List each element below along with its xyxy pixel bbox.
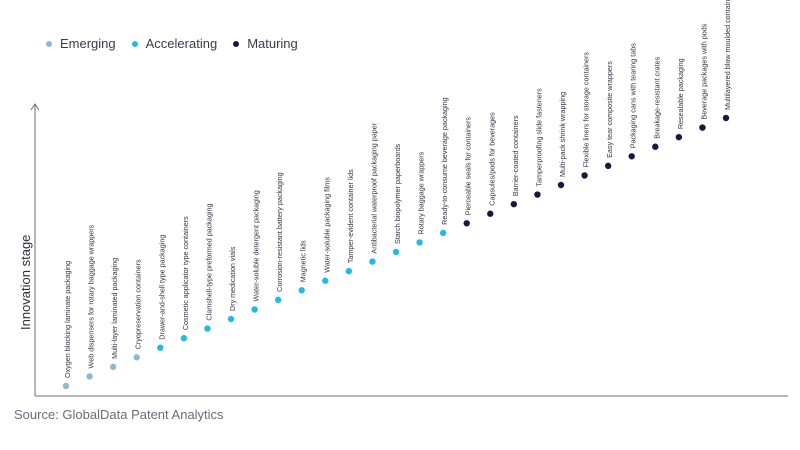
data-label: Multilayered blow moulded container (723, 0, 732, 110)
data-point (439, 229, 447, 237)
legend-item-maturing: Maturing (233, 36, 298, 51)
data-point (227, 315, 235, 323)
data-label: Pierceable seals for containers (464, 117, 473, 216)
data-point (416, 239, 423, 246)
data-point (652, 143, 659, 150)
data-point (109, 363, 117, 371)
data-label: Oxygen blocking laminate packaging (63, 261, 72, 378)
data-point (534, 191, 541, 198)
data-label: Cryopreservation containers (134, 259, 143, 349)
data-point (722, 114, 730, 122)
data-label: Cosmetic applicator type containers (181, 216, 190, 330)
data-point (345, 267, 353, 275)
data-point (463, 220, 470, 227)
legend-label-accelerating: Accelerating (145, 36, 218, 51)
data-point (510, 200, 518, 208)
data-point (157, 344, 164, 351)
data-point (604, 162, 612, 170)
data-label: Tamperproofing slide fasteners (534, 88, 543, 187)
data-label: Multi-pack shrink wrapping (558, 92, 567, 177)
data-point (298, 287, 305, 294)
data-label: Breakage-resistant crates (652, 56, 661, 138)
data-label: Drawer-and-shell type packaging (157, 235, 166, 340)
legend-label-maturing: Maturing (247, 36, 298, 51)
data-point (628, 153, 635, 160)
data-point (274, 296, 282, 304)
data-point (369, 258, 376, 265)
y-axis-arrow (30, 103, 40, 111)
data-label: Starch biopolymer paperboards (393, 143, 402, 244)
chart-marks: Oxygen blocking laminate packaging Web di… (62, 0, 732, 390)
data-label: Beverage packages with pods (699, 23, 708, 119)
data-label: Ready-to-consume beverage packaging (440, 97, 449, 224)
legend-dot-emerging (46, 40, 52, 47)
data-point (392, 248, 400, 256)
legend-item-emerging: Emerging (46, 36, 116, 51)
legend: Emerging Accelerating Maturing (46, 36, 298, 51)
data-label: Flexible liners for storage containers (582, 52, 591, 168)
data-point (699, 124, 706, 131)
data-label: Magnetic lids (299, 240, 308, 282)
legend-label-emerging: Emerging (60, 36, 116, 51)
data-point (62, 382, 70, 390)
legend-dot-accelerating (131, 40, 138, 47)
legend-dot-maturing (233, 40, 240, 47)
chart-axes (30, 103, 788, 397)
source-note: Source: GlobalData Patent Analytics (14, 407, 224, 422)
data-point (204, 325, 211, 332)
data-point (133, 354, 140, 361)
data-point (180, 334, 188, 342)
data-label: Clamshell-type preformed packaging (204, 204, 213, 321)
legend-item-accelerating: Accelerating (131, 36, 218, 51)
data-label: Water-soluble packaging films (322, 177, 331, 273)
data-point (86, 373, 93, 380)
data-point (581, 172, 588, 179)
data-point (251, 306, 258, 313)
data-label: Packaging cans with tearing tabs (629, 43, 638, 148)
data-label: Easy tear composite wrappers (605, 61, 614, 158)
data-label: Web dispensers for rotary baggage wrappe… (87, 224, 96, 368)
data-label: Multi-layer laminated packaging (110, 258, 119, 359)
data-point (557, 181, 565, 189)
data-label: Tamper-evident container lids (346, 169, 355, 263)
data-point (675, 133, 683, 141)
data-label: Dry medication vials (228, 246, 237, 311)
data-label: Antibacterial waterproof packaging paper (369, 122, 378, 253)
data-label: Corrosion-resistant battery packaging (275, 172, 284, 291)
data-label: Capsules/pods for beverages (487, 112, 496, 206)
data-label: Resealable packaging (676, 58, 685, 129)
data-point (322, 277, 329, 284)
data-label: Rotary baggage wrappers (417, 151, 426, 234)
data-point (487, 210, 494, 217)
data-label: Water-soluble detergent packaging (252, 190, 261, 301)
data-label: Barrier-coated containers (511, 115, 520, 196)
